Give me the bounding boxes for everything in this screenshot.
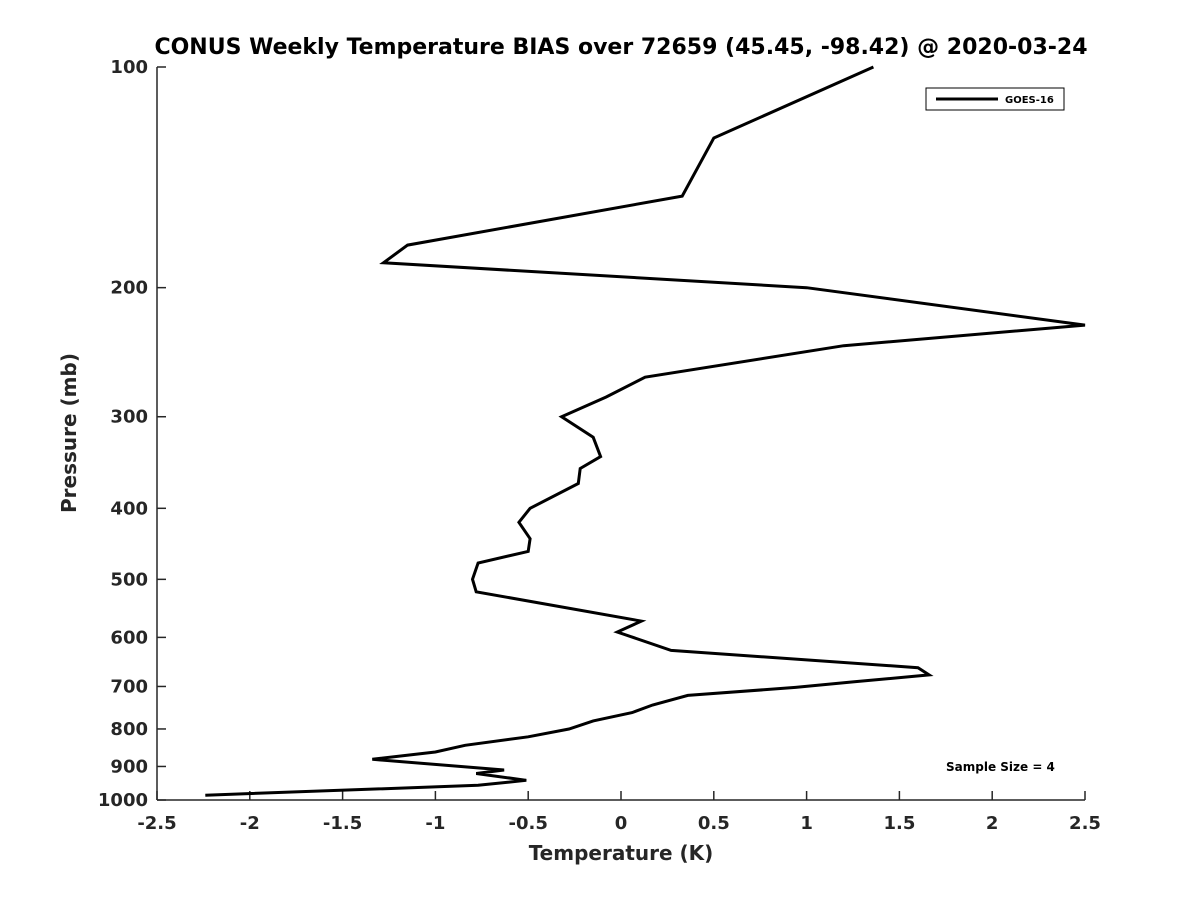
y-tick-label: 300 bbox=[110, 407, 148, 428]
y-tick-label: 1000 bbox=[98, 790, 148, 811]
x-tick-label: 2 bbox=[986, 813, 999, 834]
y-axis-label: Pressure (mb) bbox=[57, 353, 81, 513]
y-tick-label: 800 bbox=[110, 719, 148, 740]
x-tick-label: 1 bbox=[800, 813, 813, 834]
y-tick-label: 400 bbox=[110, 498, 148, 519]
x-tick-label: 2.5 bbox=[1069, 813, 1101, 834]
y-tick-label: 600 bbox=[110, 627, 148, 648]
plot-area: -2.5 -2 -1.5 -1 -0.5 0 0.5 1 1.5 2 2.5 100 200 300 400… bbox=[98, 57, 1101, 834]
y-tick-label: 500 bbox=[110, 569, 148, 590]
y-tick-label: 700 bbox=[110, 676, 148, 697]
x-tick-label: -2 bbox=[240, 813, 260, 834]
x-tick-label: -1.5 bbox=[323, 813, 362, 834]
x-tick-label: -2.5 bbox=[137, 813, 176, 834]
sample-size-annotation: Sample Size = 4 bbox=[946, 760, 1055, 774]
x-tick-label: -0.5 bbox=[509, 813, 548, 834]
x-tick-label: 0.5 bbox=[698, 813, 730, 834]
x-tick-label: -1 bbox=[425, 813, 445, 834]
x-tick-label: 1.5 bbox=[883, 813, 915, 834]
legend-entry-goes-16: GOES-16 bbox=[1005, 95, 1054, 106]
legend: GOES-16 bbox=[925, 87, 1065, 111]
x-axis-label: Temperature (K) bbox=[529, 841, 714, 865]
chart-title: CONUS Weekly Temperature BIAS over 72659… bbox=[154, 35, 1087, 60]
y-tick-label: 200 bbox=[110, 278, 148, 299]
y-tick-label: 100 bbox=[110, 57, 148, 78]
series-line-0 bbox=[205, 65, 1086, 797]
x-tick-label: 0 bbox=[615, 813, 628, 834]
y-tick-label: 900 bbox=[110, 756, 148, 777]
